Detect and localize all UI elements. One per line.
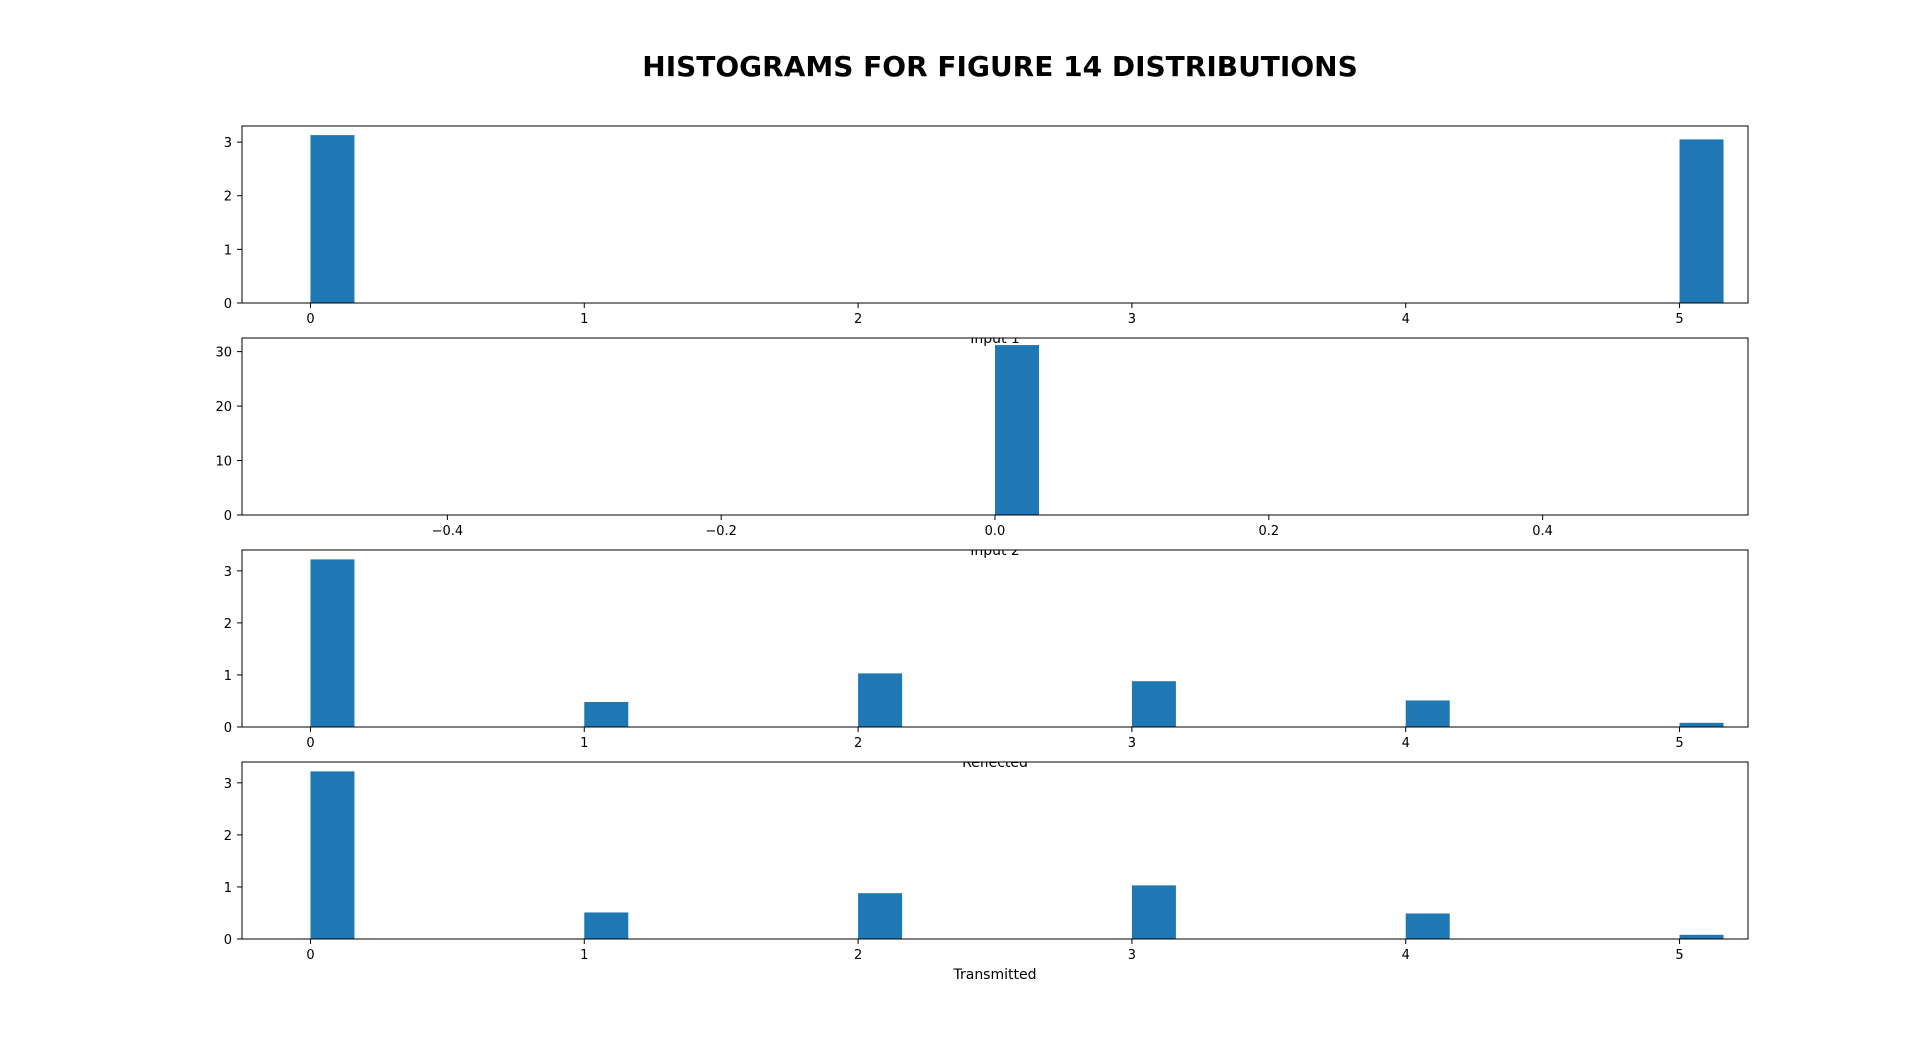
bar-group — [310, 135, 1724, 303]
y-tick-label: 2 — [224, 190, 232, 205]
x-tick-label: −0.2 — [705, 524, 737, 539]
axes-frame — [241, 549, 1749, 728]
x-tick-label: 3 — [1128, 736, 1136, 751]
bar-group — [310, 771, 1724, 939]
x-tick-label: 0 — [306, 736, 314, 751]
x-tick-label: 0 — [306, 948, 314, 963]
histogram-bar — [1131, 681, 1176, 727]
x-tick-label: 5 — [1675, 312, 1683, 327]
y-tick-label: 0 — [224, 933, 232, 948]
histogram-bar — [310, 559, 355, 727]
x-tick-label: 0.0 — [985, 524, 1006, 539]
bar-group — [310, 559, 1724, 727]
histogram-bar — [1679, 139, 1724, 303]
x-tick-label: 1 — [580, 736, 588, 751]
x-axis: 0 1 2 3 4 5 — [306, 939, 1684, 963]
x-tick-label: 3 — [1128, 312, 1136, 327]
y-tick-label: 0 — [224, 297, 232, 312]
y-tick-label: 1 — [224, 669, 232, 684]
histogram-bar — [858, 673, 903, 727]
x-tick-label: 1 — [580, 948, 588, 963]
x-tick-label: 0.2 — [1258, 524, 1279, 539]
subplot-4: 0 1 2 3 4 5 0 1 2 3 Transmitted — [224, 761, 1749, 983]
x-tick-label: 0 — [306, 312, 314, 327]
y-tick-label: 3 — [224, 777, 232, 792]
y-tick-label: 30 — [215, 346, 232, 361]
label-clip-mask — [242, 756, 1748, 762]
y-axis: 0 1 2 3 — [224, 777, 242, 948]
x-axis-label: Transmitted — [952, 967, 1036, 983]
figure-title: HISTOGRAMS FOR FIGURE 14 DISTRIBUTIONS — [642, 50, 1357, 83]
histogram-bar — [584, 912, 629, 939]
axes-frame — [241, 761, 1749, 940]
y-tick-label: 0 — [224, 721, 232, 736]
y-tick-label: 3 — [224, 565, 232, 580]
axes-frame — [241, 125, 1749, 304]
x-axis: 0 1 2 3 4 5 — [306, 303, 1684, 327]
label-clip-mask — [242, 332, 1748, 338]
x-tick-label: 2 — [854, 312, 862, 327]
histogram-bar — [310, 135, 355, 303]
histogram-bar — [1679, 934, 1724, 939]
x-axis: 0 1 2 3 4 5 — [306, 727, 1684, 751]
histogram-bar — [1405, 913, 1450, 939]
x-tick-label: 0.4 — [1532, 524, 1553, 539]
y-tick-label: 1 — [224, 243, 232, 258]
x-axis: −0.4 −0.2 0.0 0.2 0.4 — [432, 515, 1553, 539]
x-tick-label: 3 — [1128, 948, 1136, 963]
x-tick-label: 4 — [1402, 312, 1410, 327]
histogram-bar — [584, 702, 629, 727]
y-axis: 0 10 20 30 — [215, 346, 242, 524]
histogram-bar — [1679, 722, 1724, 727]
y-tick-label: 1 — [224, 881, 232, 896]
histogram-bar — [995, 345, 1039, 515]
y-axis: 0 1 2 3 — [224, 565, 242, 736]
y-tick-label: 3 — [224, 136, 232, 151]
y-tick-label: 10 — [215, 455, 232, 470]
histogram-bar — [310, 771, 355, 939]
histogram-bar — [1405, 700, 1450, 727]
y-tick-label: 20 — [215, 400, 232, 415]
x-tick-label: 4 — [1402, 736, 1410, 751]
histogram-bar — [858, 893, 903, 939]
x-tick-label: 4 — [1402, 948, 1410, 963]
x-tick-label: 2 — [854, 948, 862, 963]
x-tick-label: −0.4 — [432, 524, 464, 539]
x-tick-label: 2 — [854, 736, 862, 751]
y-tick-label: 2 — [224, 617, 232, 632]
y-tick-label: 0 — [224, 509, 232, 524]
y-axis: 0 1 2 3 — [224, 136, 242, 312]
bar-group — [995, 345, 1039, 515]
x-tick-label: 5 — [1675, 736, 1683, 751]
x-tick-label: 5 — [1675, 948, 1683, 963]
label-clip-mask — [242, 544, 1748, 550]
histogram-bar — [1131, 885, 1176, 939]
x-tick-label: 1 — [580, 312, 588, 327]
y-tick-label: 2 — [224, 829, 232, 844]
